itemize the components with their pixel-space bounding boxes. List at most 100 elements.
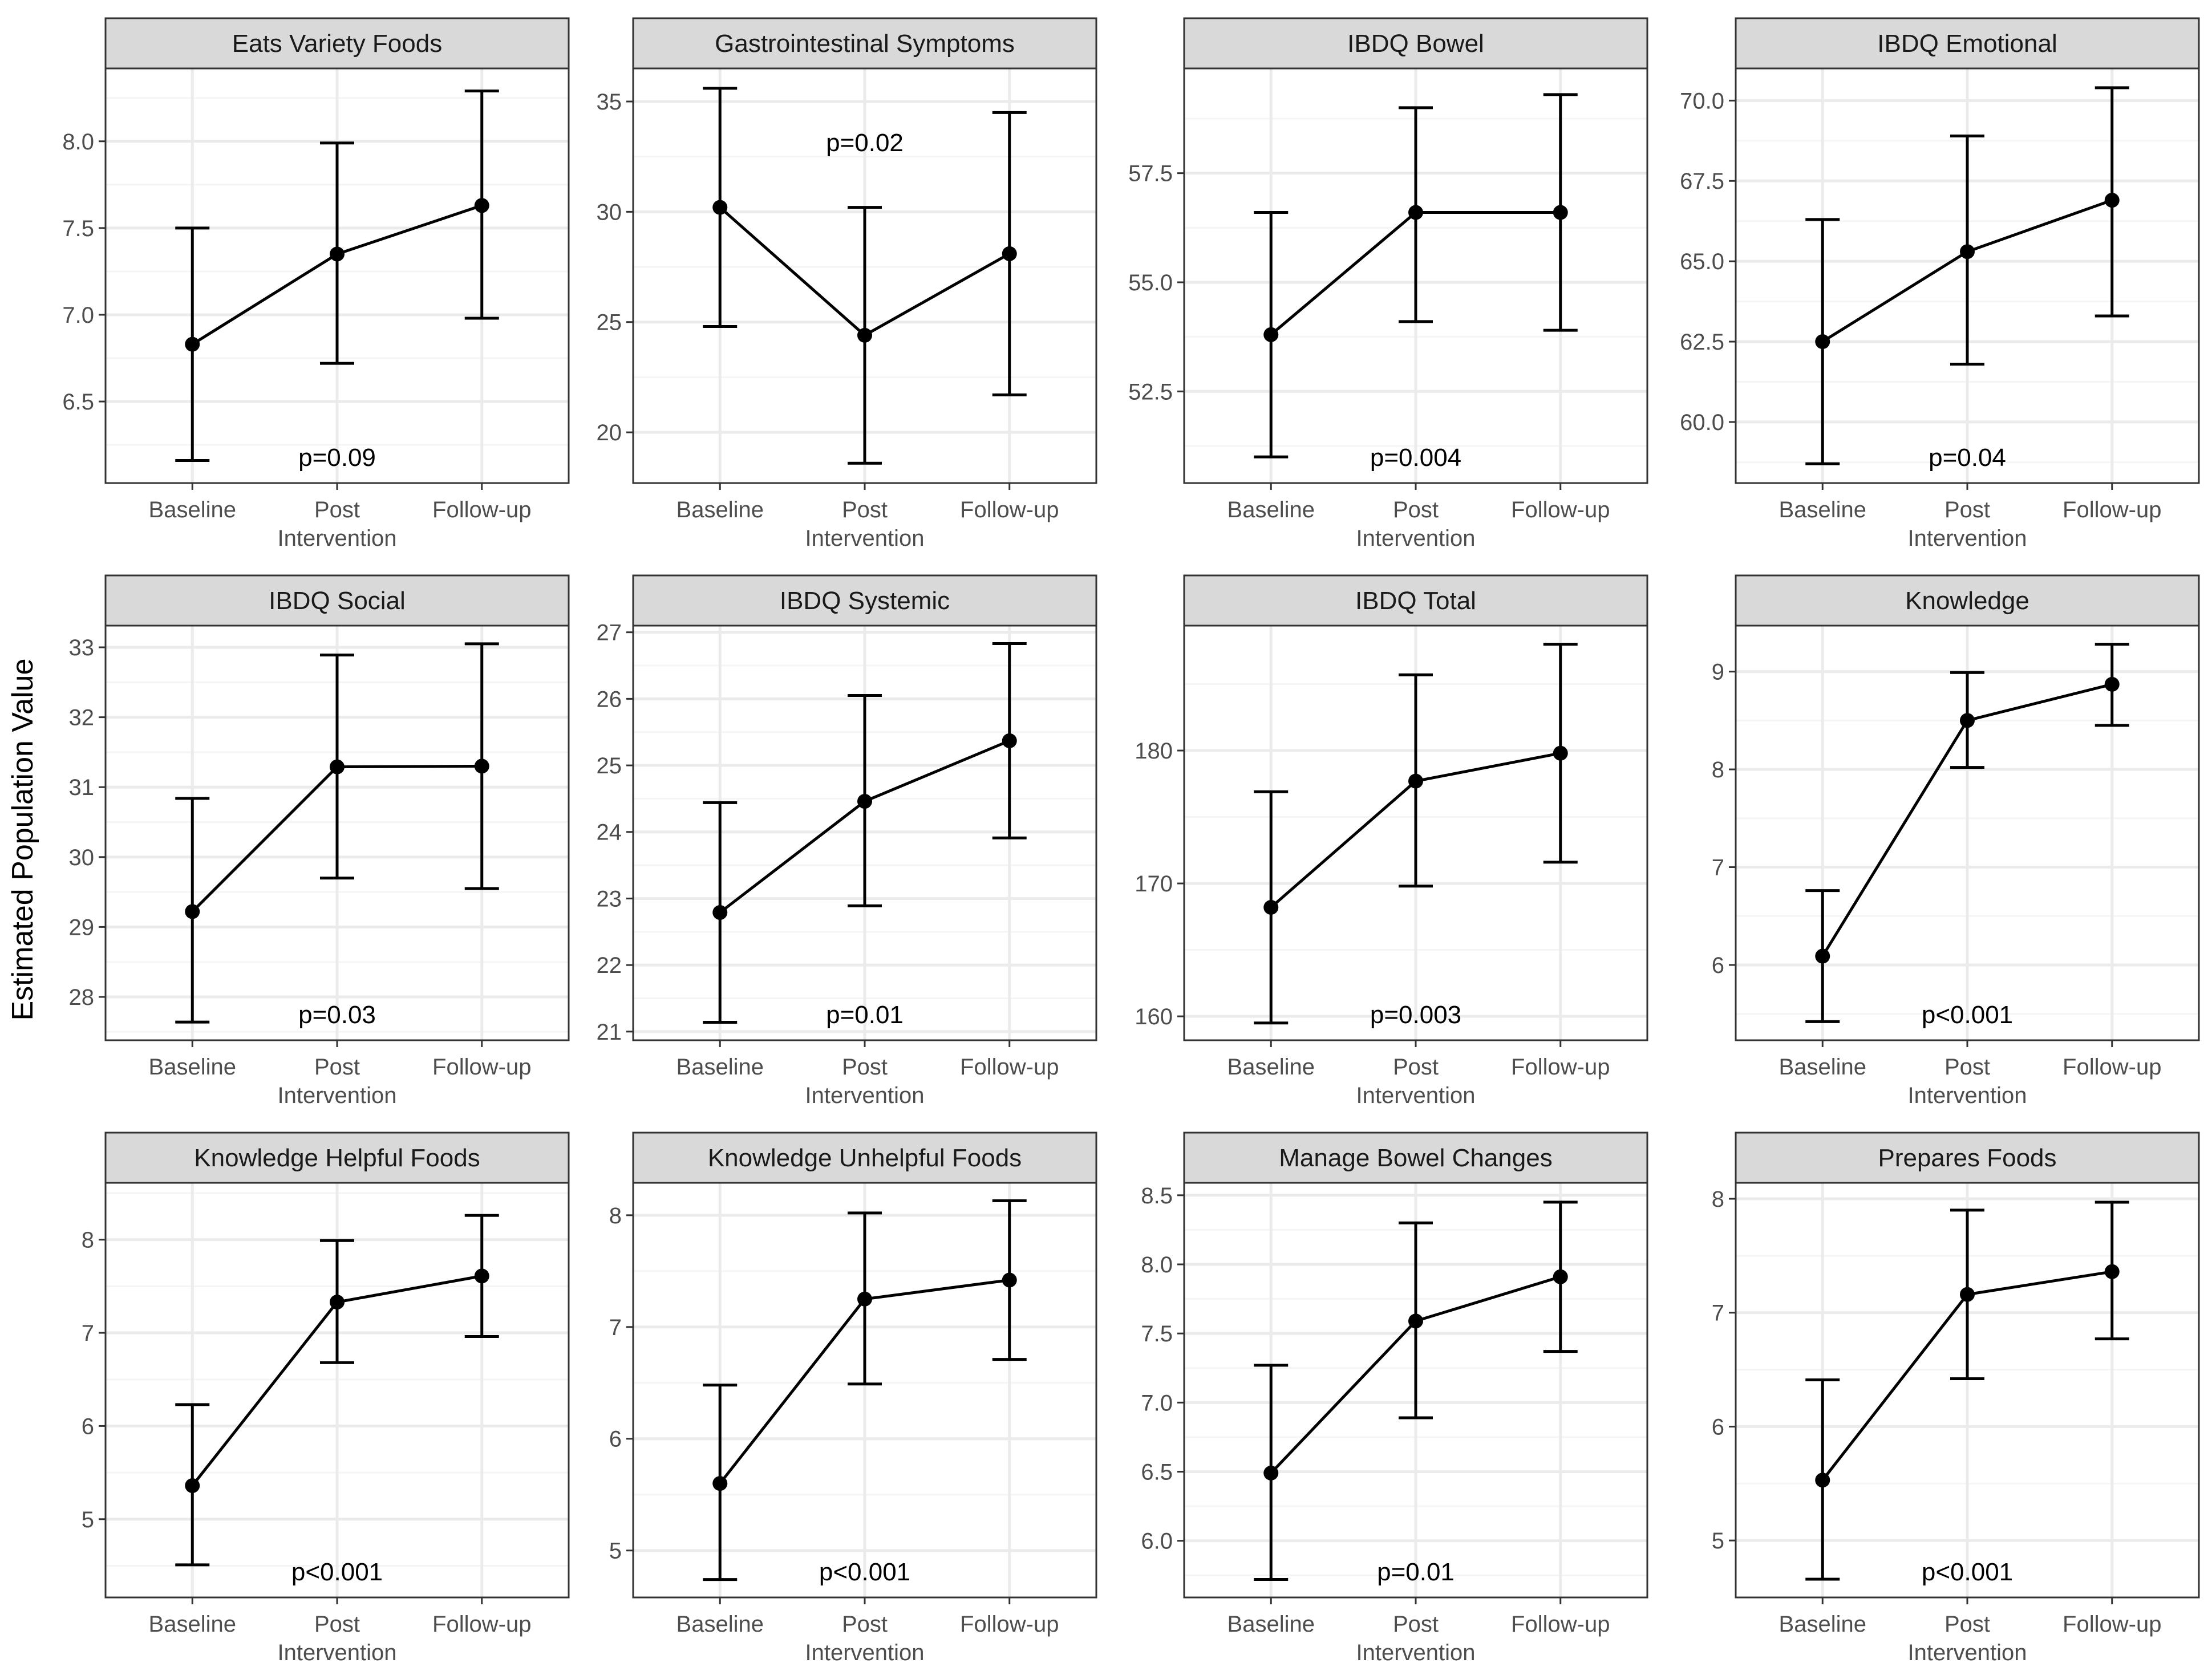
y-tick-label: 8 bbox=[609, 1203, 622, 1228]
data-point bbox=[2104, 676, 2120, 692]
data-point bbox=[1408, 205, 1423, 220]
data-point bbox=[474, 198, 489, 213]
y-tick-label: 9 bbox=[1712, 660, 1724, 685]
y-tick-label: 6.0 bbox=[1141, 1529, 1173, 1554]
y-tick-label: 7 bbox=[1712, 1301, 1724, 1326]
y-tick-label: 5 bbox=[82, 1507, 94, 1532]
x-tick-label: Baseline bbox=[149, 497, 236, 522]
facet-panel: Knowledge Unhelpful Foods 5 6 7 8 Baseline Pos… bbox=[609, 1132, 1097, 1665]
facet-title: Gastrointestinal Symptoms bbox=[715, 30, 1015, 58]
x-tick-label: Follow-up bbox=[1511, 1055, 1610, 1080]
facet-strip bbox=[1183, 574, 1648, 627]
x-tick-label: Follow-up bbox=[960, 1612, 1059, 1637]
facet-strip bbox=[104, 574, 570, 627]
data-point bbox=[330, 1295, 345, 1310]
y-tick-label: 7 bbox=[609, 1315, 622, 1340]
y-tick-label: 6 bbox=[82, 1414, 94, 1439]
x-tick-label: Baseline bbox=[676, 1612, 764, 1637]
data-point bbox=[1002, 733, 1017, 748]
y-tick-label: 70.0 bbox=[1680, 88, 1724, 113]
facet-panel: IBDQ Emotional 60.0 62.5 65.0 67.5 70.0 Baseli… bbox=[1680, 17, 2200, 551]
y-tick-label: 7.5 bbox=[62, 216, 94, 241]
data-point bbox=[1815, 334, 1830, 350]
facet-title: IBDQ Bowel bbox=[1347, 30, 1484, 58]
p-value-annotation: p=0.02 bbox=[826, 129, 904, 157]
y-tick-label: 60.0 bbox=[1680, 410, 1724, 435]
data-point bbox=[712, 200, 728, 215]
y-tick-label: 23 bbox=[597, 886, 622, 911]
x-tick-label: Post Intervention bbox=[805, 1612, 924, 1665]
p-value-annotation: p=0.01 bbox=[1377, 1558, 1455, 1586]
x-tick-label: Baseline bbox=[676, 1055, 764, 1080]
y-tick-label: 7 bbox=[1712, 855, 1724, 881]
x-tick-label: Post Intervention bbox=[277, 1612, 396, 1665]
x-tick-label: Post Intervention bbox=[277, 497, 396, 551]
x-tick-label: Post Intervention bbox=[1356, 1055, 1475, 1108]
facet-title: Knowledge Helpful Foods bbox=[194, 1144, 480, 1172]
y-tick-label: 27 bbox=[597, 620, 622, 646]
y-tick-label: 26 bbox=[597, 687, 622, 712]
data-point bbox=[712, 905, 728, 920]
data-point bbox=[857, 1291, 872, 1307]
y-tick-label: 28 bbox=[69, 985, 95, 1010]
y-tick-label: 29 bbox=[69, 915, 95, 940]
data-point bbox=[330, 759, 345, 774]
y-tick-label: 25 bbox=[597, 753, 622, 778]
y-tick-label: 7.0 bbox=[62, 303, 94, 328]
facet-title: IBDQ Systemic bbox=[780, 587, 950, 615]
x-tick-label: Baseline bbox=[1779, 1055, 1866, 1080]
y-tick-label: 35 bbox=[597, 90, 622, 115]
y-tick-label: 65.0 bbox=[1680, 249, 1724, 274]
facet-strip bbox=[104, 1132, 570, 1184]
data-point bbox=[1263, 1465, 1279, 1481]
y-tick-label: 25 bbox=[597, 310, 622, 335]
y-tick-label: 5 bbox=[1712, 1528, 1724, 1554]
facet-strip bbox=[1735, 17, 2200, 70]
p-value-annotation: p<0.001 bbox=[819, 1558, 910, 1586]
data-point bbox=[1960, 713, 1975, 728]
p-value-annotation: p=0.09 bbox=[298, 444, 376, 472]
y-tick-label: 6 bbox=[1712, 953, 1724, 978]
y-tick-label: 20 bbox=[597, 420, 622, 445]
facet-strip bbox=[1735, 574, 2200, 627]
x-tick-label: Baseline bbox=[1227, 1612, 1315, 1637]
data-point bbox=[1408, 773, 1423, 789]
x-tick-label: Follow-up bbox=[2063, 1612, 2161, 1637]
facet-panel: Gastrointestinal Symptoms 20 25 30 35 Baselin… bbox=[597, 17, 1097, 551]
p-value-annotation: p<0.001 bbox=[1922, 1558, 2013, 1586]
x-tick-label: Post Intervention bbox=[805, 1055, 924, 1108]
facet-panel: IBDQ Systemic 21 22 23 24 25 26 27 Baseline Post I… bbox=[597, 574, 1097, 1108]
p-value-annotation: p<0.001 bbox=[1922, 1001, 2013, 1029]
y-tick-label: 67.5 bbox=[1680, 169, 1724, 194]
data-point bbox=[857, 794, 872, 809]
x-tick-label: Post Intervention bbox=[805, 497, 924, 551]
x-tick-label: Follow-up bbox=[432, 1055, 531, 1080]
x-tick-label: Follow-up bbox=[1511, 1612, 1610, 1637]
x-tick-label: Follow-up bbox=[2063, 497, 2161, 522]
data-point bbox=[1960, 244, 1975, 259]
p-value-annotation: p=0.01 bbox=[826, 1001, 904, 1029]
facet-panel: Knowledge Helpful Foods 5 6 7 8 Baseline Post I… bbox=[82, 1132, 570, 1665]
facet-panel: IBDQ Social 28 29 30 31 32 33 Baseline Post Inter… bbox=[69, 574, 570, 1108]
x-tick-label: Post Intervention bbox=[1356, 1612, 1475, 1665]
x-tick-label: Baseline bbox=[149, 1612, 236, 1637]
y-tick-label: 8 bbox=[1712, 757, 1724, 782]
data-point bbox=[185, 1478, 200, 1493]
y-tick-label: 8 bbox=[1712, 1187, 1724, 1212]
y-tick-label: 24 bbox=[597, 820, 622, 845]
y-tick-label: 55.0 bbox=[1128, 270, 1173, 295]
facet-strip bbox=[632, 1132, 1097, 1184]
p-value-annotation: p=0.04 bbox=[1929, 444, 2006, 472]
data-point bbox=[474, 1268, 489, 1284]
facet-title: Knowledge bbox=[1905, 587, 2029, 615]
facet-title: Eats Variety Foods bbox=[232, 30, 442, 58]
facet-strip bbox=[632, 17, 1097, 70]
y-tick-label: 7 bbox=[82, 1321, 94, 1346]
y-tick-label: 170 bbox=[1135, 871, 1173, 897]
y-tick-label: 8.0 bbox=[62, 129, 94, 155]
x-tick-label: Post Intervention bbox=[1907, 1055, 2027, 1108]
y-tick-label: 30 bbox=[597, 200, 622, 225]
facet-title: Prepares Foods bbox=[1878, 1144, 2056, 1172]
facet-panel: Knowledge 6 7 8 9 Baseline Post Intervention Fol… bbox=[1712, 574, 2200, 1108]
